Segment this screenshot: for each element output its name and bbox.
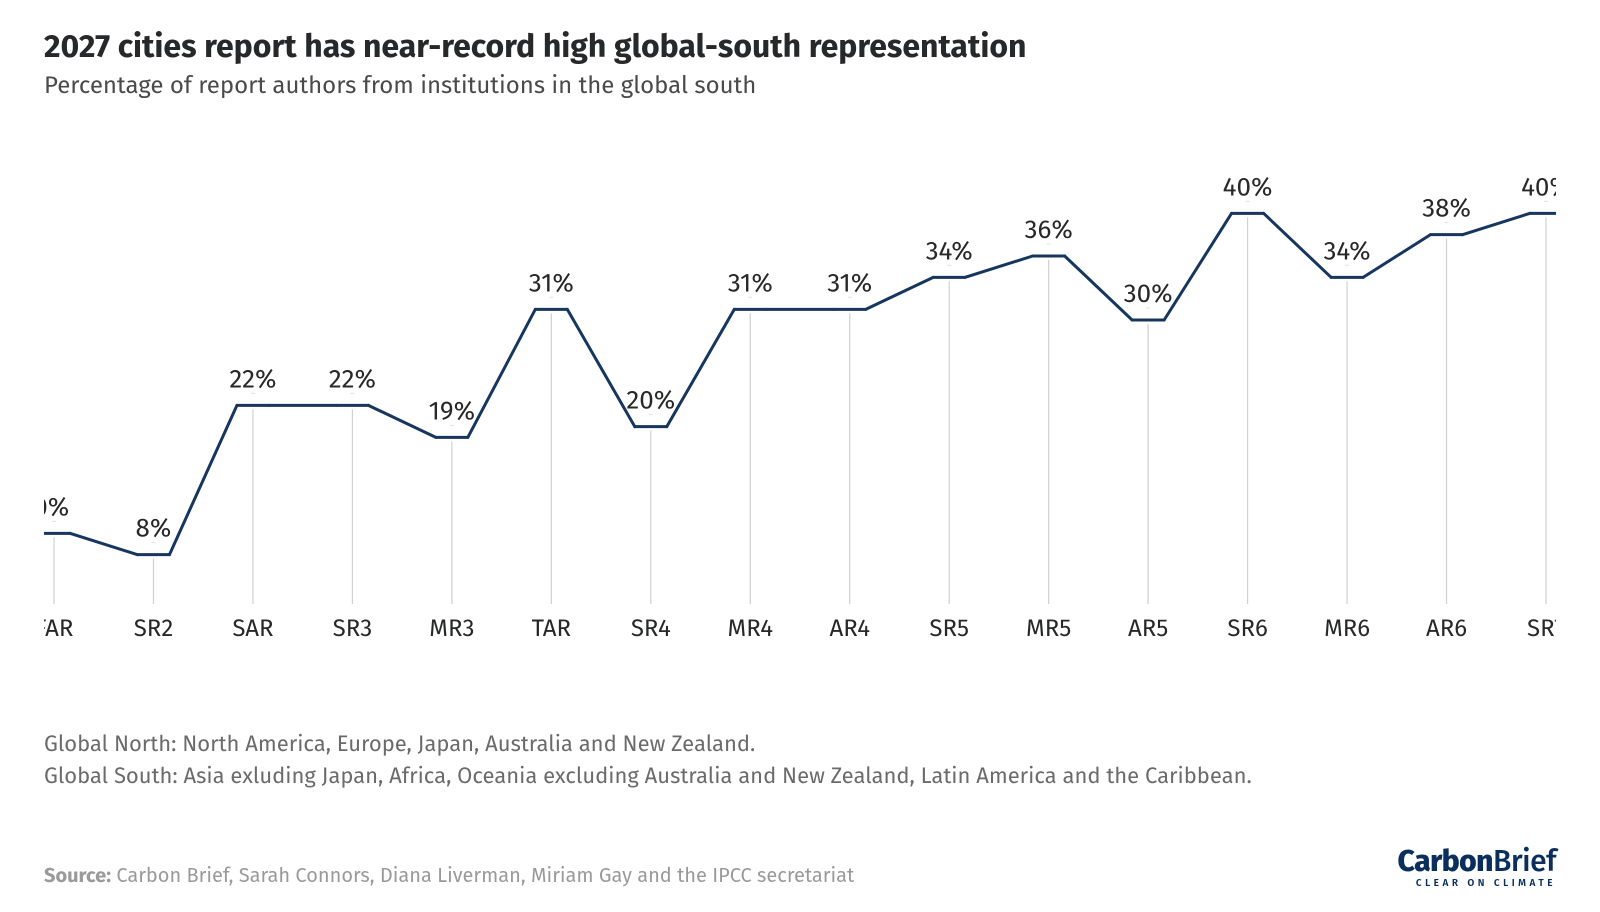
svg-text:SR5: SR5 bbox=[929, 615, 969, 643]
note-line: Global South: Asia exluding Japan, Afric… bbox=[44, 760, 1556, 792]
carbonbrief-logo: CarbonBrief CLEAR ON CLIMATE bbox=[1398, 846, 1557, 888]
svg-text:MR4: MR4 bbox=[728, 615, 774, 643]
svg-text:38%: 38% bbox=[1422, 193, 1471, 224]
source-line: Source: Carbon Brief, Sarah Connors, Dia… bbox=[44, 864, 854, 888]
svg-text:40%: 40% bbox=[1521, 171, 1556, 202]
source-label: Source: bbox=[44, 864, 111, 888]
svg-text:22%: 22% bbox=[229, 363, 276, 394]
svg-text:SAR: SAR bbox=[232, 615, 273, 643]
svg-text:SR6: SR6 bbox=[1227, 615, 1267, 643]
svg-text:MR3: MR3 bbox=[429, 615, 474, 643]
source-text: Carbon Brief, Sarah Connors, Diana Liver… bbox=[116, 864, 854, 888]
logo-bold: Carbon bbox=[1398, 843, 1493, 879]
svg-text:31%: 31% bbox=[529, 267, 574, 298]
svg-text:SR7: SR7 bbox=[1527, 615, 1556, 643]
svg-text:MR5: MR5 bbox=[1026, 615, 1071, 643]
svg-text:SR2: SR2 bbox=[134, 615, 173, 643]
svg-text:SR3: SR3 bbox=[333, 615, 373, 643]
note-line: Global North: North America, Europe, Jap… bbox=[44, 728, 1556, 760]
logo-tagline: CLEAR ON CLIMATE bbox=[1398, 878, 1557, 888]
svg-text:10%: 10% bbox=[44, 491, 69, 522]
svg-text:40%: 40% bbox=[1223, 171, 1273, 202]
svg-text:36%: 36% bbox=[1025, 214, 1073, 245]
svg-text:34%: 34% bbox=[926, 235, 973, 266]
svg-text:31%: 31% bbox=[728, 267, 773, 298]
chart-area: FAR 10% SR2 8% SAR 22% SR3 22% MR3 19% TAR 31% SR4 20… bbox=[44, 130, 1556, 690]
chart-subtitle: Percentage of report authors from instit… bbox=[44, 72, 1556, 100]
svg-text:8%: 8% bbox=[136, 513, 172, 544]
svg-text:TAR: TAR bbox=[532, 615, 571, 643]
svg-text:34%: 34% bbox=[1324, 235, 1371, 266]
svg-text:22%: 22% bbox=[329, 363, 376, 394]
logo-regular: Brief bbox=[1493, 843, 1556, 879]
svg-text:20%: 20% bbox=[626, 385, 675, 416]
svg-text:31%: 31% bbox=[827, 267, 872, 298]
svg-text:30%: 30% bbox=[1124, 278, 1173, 309]
chart-title: 2027 cities report has near-record high … bbox=[44, 28, 1556, 66]
svg-text:SR4: SR4 bbox=[631, 615, 671, 643]
svg-text:AR4: AR4 bbox=[829, 615, 870, 643]
svg-text:AR5: AR5 bbox=[1128, 615, 1168, 643]
svg-text:FAR: FAR bbox=[44, 615, 73, 643]
chart-notes: Global North: North America, Europe, Jap… bbox=[44, 728, 1556, 792]
svg-text:19%: 19% bbox=[429, 395, 475, 426]
svg-text:MR6: MR6 bbox=[1324, 615, 1370, 643]
svg-text:AR6: AR6 bbox=[1426, 615, 1467, 643]
line-chart: FAR 10% SR2 8% SAR 22% SR3 22% MR3 19% TAR 31% SR4 20… bbox=[44, 130, 1556, 690]
